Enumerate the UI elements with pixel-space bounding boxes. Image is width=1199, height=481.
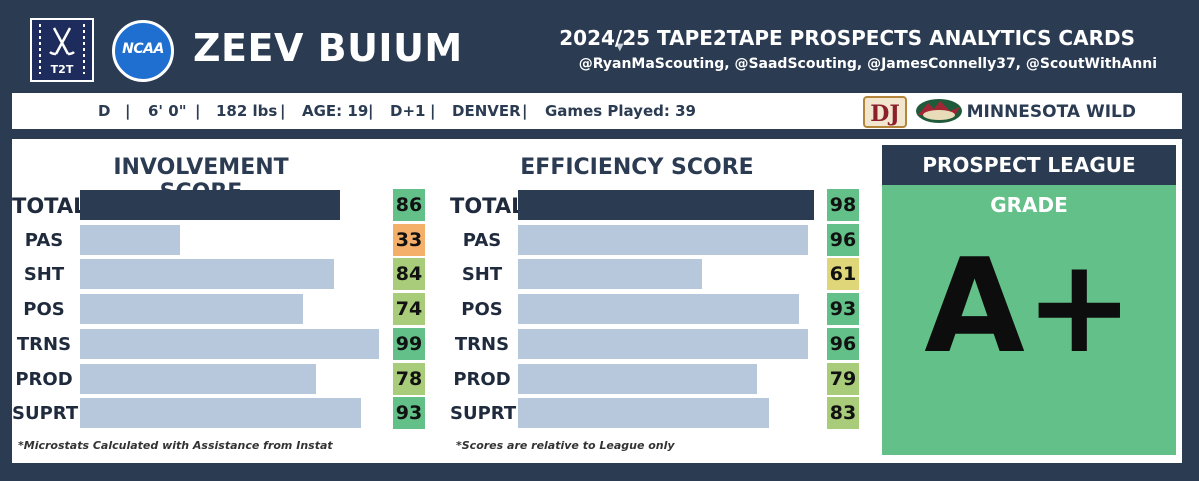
- row-label-prod: PROD: [15, 368, 73, 390]
- score-suprt: 93: [393, 397, 425, 430]
- grade-value: A+: [924, 230, 1134, 382]
- grade-title: PROSPECT LEAGUE GRADE: [882, 145, 1176, 217]
- row-label-pas: PAS: [24, 229, 64, 251]
- bar-pas: [80, 224, 180, 255]
- score-prod: 78: [393, 362, 425, 395]
- bar-trns: [518, 328, 808, 359]
- row-label-prod: PROD: [453, 368, 511, 390]
- info-draft: D+1: [390, 102, 426, 120]
- score-pos: 74: [393, 293, 425, 326]
- info-separator: |: [125, 102, 131, 120]
- score-pas: 33: [393, 223, 425, 256]
- footnote: *Microstats Calculated with Assistance f…: [18, 439, 333, 452]
- ncaa-logo-text: NCAA: [122, 41, 164, 57]
- credits: @RyanMaScouting, @SaadScouting, @JamesCo…: [578, 56, 1157, 72]
- score-sht: 84: [393, 258, 425, 291]
- score-trns: 99: [393, 327, 425, 360]
- row-label-pas: PAS: [462, 229, 502, 251]
- info-separator: |: [522, 102, 528, 120]
- wild-logo: [916, 99, 962, 123]
- grade-panel: PROSPECT LEAGUE GRADE A+: [882, 145, 1176, 455]
- player-name: ZEEV BUIUM: [193, 26, 463, 70]
- bar-total: [80, 190, 340, 220]
- ncaa-logo: NCAA: [112, 20, 174, 82]
- t2t-logo-text: T2T: [50, 63, 74, 76]
- row-label-suprt: SUPRT: [450, 403, 517, 425]
- bar-pas: [518, 224, 808, 255]
- info-weight: 182 lbs: [216, 102, 278, 120]
- score-sht: 61: [827, 258, 859, 291]
- info-age: AGE: 19: [302, 102, 369, 120]
- bar-pos: [518, 294, 799, 325]
- info-separator: |: [368, 102, 374, 120]
- row-label-sht: SHT: [23, 264, 65, 286]
- footnote: *Scores are relative to League only: [456, 439, 675, 452]
- bar-pos: [80, 294, 303, 325]
- row-label-pos: POS: [23, 299, 65, 321]
- row-label-trns: TRNS: [454, 333, 510, 355]
- card-title: 2024/25 TAPE2TAPE PROSPECTS ANALYTICS CA…: [559, 26, 1135, 50]
- denver-logo-text: DJ: [870, 101, 900, 127]
- row-label-total: TOTAL: [450, 194, 525, 218]
- main-panel: INVOLVEMENT SCORETOTAL86PAS33SHT84POS74T…: [12, 139, 1182, 463]
- row-label-suprt: SUPRT: [12, 403, 79, 425]
- team-name: MINNESOTA WILD: [966, 102, 1136, 122]
- denver-logo: DJ: [863, 96, 907, 128]
- row-label-sht: SHT: [461, 264, 503, 286]
- row-label-trns: TRNS: [16, 333, 72, 355]
- bar-sht: [80, 259, 334, 290]
- bar-total: [518, 190, 814, 220]
- info-separator: |: [195, 102, 201, 120]
- score-suprt: 83: [827, 397, 859, 430]
- bar-suprt: [80, 398, 361, 429]
- info-separator: |: [280, 102, 286, 120]
- chevron-down-icon[interactable]: ▼: [616, 42, 624, 53]
- score-pas: 96: [827, 223, 859, 256]
- bar-suprt: [518, 398, 769, 429]
- t2t-logo: T2T: [30, 18, 94, 82]
- score-prod: 79: [827, 362, 859, 395]
- bar-prod: [80, 363, 316, 394]
- info-separator: |: [430, 102, 436, 120]
- row-label-pos: POS: [461, 299, 503, 321]
- score-total: 98: [827, 189, 859, 221]
- score-pos: 93: [827, 293, 859, 326]
- score-total: 86: [393, 189, 425, 221]
- bar-prod: [518, 363, 757, 394]
- bar-sht: [518, 259, 702, 290]
- player-info-bar: D | 6' 0" | 182 lbs | AGE: 19 | D+1 | DE…: [12, 93, 1182, 129]
- row-label-total: TOTAL: [12, 194, 87, 218]
- chart-title: EFFICIENCY SCORE: [520, 155, 754, 180]
- score-trns: 96: [827, 327, 859, 360]
- bar-trns: [80, 328, 379, 359]
- info-position: D: [98, 102, 111, 120]
- info-school: DENVER: [452, 102, 521, 120]
- info-height: 6' 0": [148, 102, 187, 120]
- info-games-played: Games Played: 39: [545, 102, 696, 120]
